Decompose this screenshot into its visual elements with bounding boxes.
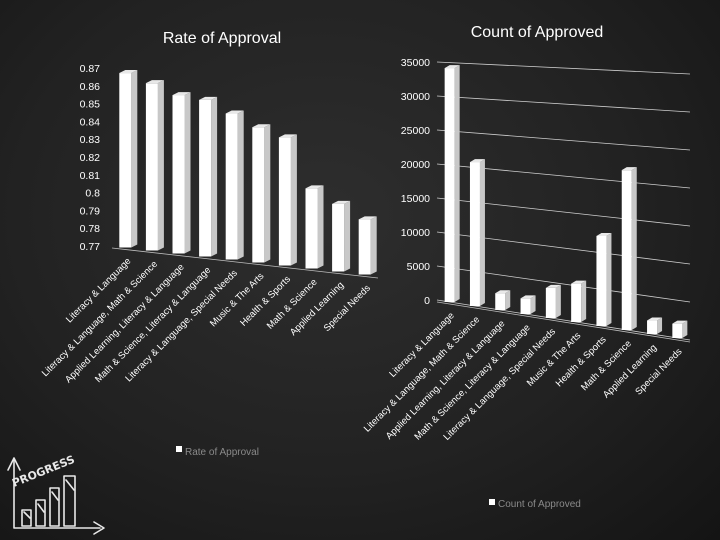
bar [199, 96, 218, 257]
bar [596, 232, 612, 326]
y-tick-label: 15000 [401, 193, 430, 205]
y-tick-label: 0.77 [80, 241, 101, 253]
bar [469, 159, 485, 306]
y-tick-label: 0.81 [80, 170, 101, 182]
bar [647, 317, 663, 334]
bar [172, 92, 191, 254]
bar [305, 185, 324, 269]
category-label: Applied Learning, Literacy & Language [63, 262, 187, 386]
legend-swatch [176, 446, 182, 452]
y-tick-label: 5000 [407, 261, 431, 273]
bar [571, 280, 587, 322]
y-tick-label: 35000 [401, 57, 430, 69]
legend-label: Rate of Approval [185, 447, 259, 458]
y-tick-label: 0.82 [80, 152, 101, 164]
gridline [436, 129, 691, 151]
bar [520, 295, 536, 314]
bar [621, 167, 637, 330]
count-of-approved-chart: Count of Approved 35000 30000 25000 20000 15… [362, 24, 691, 510]
y-tick-label: 0.83 [80, 134, 101, 146]
bar [358, 216, 377, 275]
x-axis [111, 247, 379, 279]
y-tick-label: 30000 [401, 91, 430, 103]
y-tick-label: 0.8 [85, 188, 100, 200]
gridline [436, 95, 691, 113]
y-tick-label: 25000 [401, 125, 430, 137]
y-tick-label: 0 [424, 295, 430, 307]
logo-text: PROGRESS [10, 453, 76, 490]
y-tick-label: 0.86 [80, 81, 101, 93]
gridline [436, 61, 691, 75]
bar [225, 110, 244, 260]
y-tick-label: 0.85 [80, 99, 101, 111]
chart-title: Rate of Approval [163, 30, 281, 47]
y-tick-label: 0.84 [80, 116, 101, 128]
bar [278, 134, 297, 266]
y-tick-label: 0.79 [80, 205, 101, 217]
x-axis [436, 301, 691, 343]
progress-bar-chart-icon: PROGRESS [7, 453, 105, 535]
category-label: Applied Learning [288, 280, 346, 338]
legend-swatch [489, 499, 495, 505]
bar [252, 124, 271, 263]
bar [444, 65, 460, 303]
chart-title: Count of Approved [471, 24, 604, 41]
bar [495, 290, 511, 310]
y-tick-label: 0.87 [80, 63, 101, 75]
bar [545, 284, 561, 318]
bar [332, 200, 351, 272]
bar [672, 320, 688, 338]
legend-label: Count of Approved [498, 499, 581, 510]
y-tick-label: 20000 [401, 159, 430, 171]
y-tick-label: 0.78 [80, 223, 101, 235]
rate-of-approval-chart: Rate of Approval 0.87 0.86 0.85 0.84 0.83 0.8… [40, 30, 379, 458]
y-tick-label: 10000 [401, 227, 430, 239]
bar [119, 70, 138, 248]
bar [145, 80, 164, 251]
category-label: Applied Learning, Literacy & Language [384, 318, 508, 442]
category-label: Health & Sports [554, 334, 609, 389]
